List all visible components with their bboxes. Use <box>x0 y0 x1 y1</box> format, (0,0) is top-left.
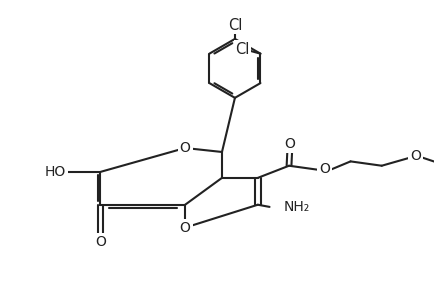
Text: O: O <box>179 141 190 155</box>
Text: Cl: Cl <box>234 42 249 57</box>
Text: O: O <box>179 221 190 235</box>
Text: O: O <box>95 235 105 250</box>
Text: NH₂: NH₂ <box>283 200 309 214</box>
Text: HO: HO <box>45 165 66 179</box>
Text: O: O <box>284 137 295 151</box>
Text: O: O <box>319 162 329 176</box>
Text: Cl: Cl <box>227 17 242 33</box>
Text: O: O <box>409 149 420 163</box>
